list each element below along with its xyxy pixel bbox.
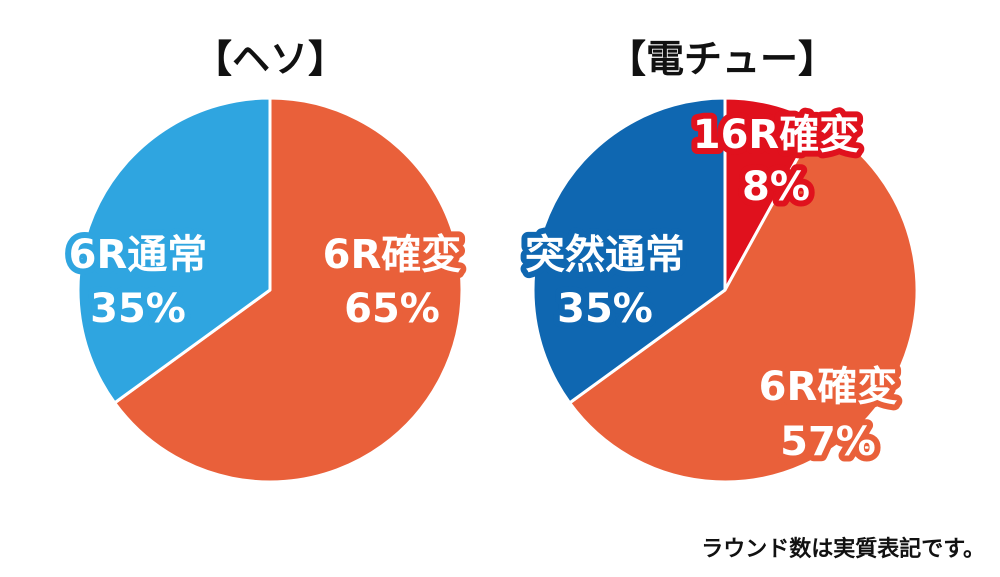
slice-value-16r-kakuhen: 8%: [742, 164, 810, 210]
slice-name-6r-tsujo: 6R通常: [69, 232, 208, 278]
slice-16r-kakuhen: [723, 96, 819, 292]
pie-chart-heso: 【ヘソ】 6R通常 35% 6R確変 65%: [63, 37, 468, 484]
slice-name-6r-kakuhen-heso: 6R確変: [323, 232, 462, 278]
pie-slices-denchu: [531, 96, 919, 484]
slice-name-6r-kakuhen-denchu: 6R確変: [759, 364, 898, 410]
slice-label-6r-kakuhen-heso: 6R確変 65%: [317, 226, 468, 338]
chart-title-heso: 【ヘソ】: [194, 37, 346, 81]
slice-label-6r-tsujo: 6R通常 35%: [63, 226, 214, 338]
slice-label-totsuzen-tsujo: 突然通常 35%: [519, 226, 691, 338]
slice-value-6r-kakuhen-denchu: 57%: [780, 419, 876, 465]
slice-totsuzen-tsujo: [531, 96, 727, 405]
slice-value-totsuzen-tsujo: 35%: [557, 286, 653, 332]
slice-6r-tsujo: [76, 96, 272, 405]
chart-title-denchu: 【電チュー】: [608, 37, 836, 81]
slice-value-6r-kakuhen-heso: 65%: [344, 286, 440, 332]
footnote: ラウンド数は実質表記です。: [701, 536, 985, 562]
slice-name-totsuzen-tsujo: 突然通常: [525, 232, 685, 278]
slice-label-6r-kakuhen-denchu: 6R確変 57%: [753, 358, 904, 471]
pie-chart-denchu: 【電チュー】 16R確変 8% 突然通常 35% 6R確変 57%: [519, 37, 919, 484]
slice-label-16r-kakuhen: 16R確変 8%: [687, 106, 865, 216]
pie-slices-heso: [76, 96, 464, 484]
slice-6r-kakuhen-heso: [113, 96, 464, 484]
slice-name-16r-kakuhen: 16R確変: [693, 112, 859, 158]
slice-6r-kakuhen-denchu: [568, 120, 919, 484]
slice-value-6r-tsujo: 35%: [90, 286, 186, 332]
